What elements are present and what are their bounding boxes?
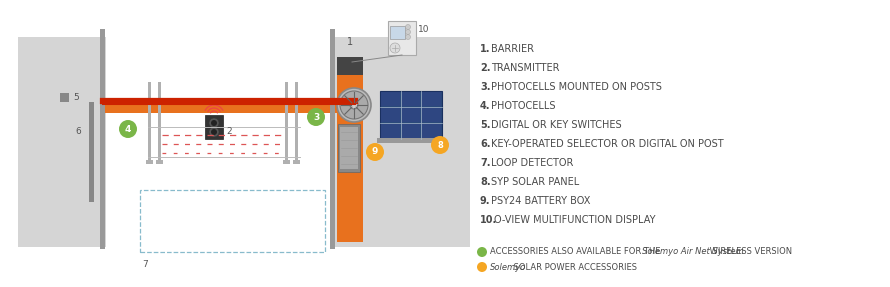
Circle shape — [340, 91, 368, 119]
Bar — [293, 160, 300, 164]
Bar — [330, 37, 470, 247]
Bar — [158, 82, 161, 162]
Circle shape — [431, 136, 449, 154]
Text: 9: 9 — [372, 148, 378, 156]
Text: Solemyo Air Net System: Solemyo Air Net System — [643, 247, 744, 257]
Text: 6.: 6. — [480, 139, 490, 149]
Bar — [148, 82, 151, 162]
Text: 10.: 10. — [480, 215, 498, 225]
Text: 2.: 2. — [480, 63, 490, 73]
Bar — [100, 96, 105, 114]
Text: PHOTOCELLS: PHOTOCELLS — [491, 101, 555, 111]
Circle shape — [477, 262, 487, 272]
Bar — [337, 57, 363, 75]
Circle shape — [209, 118, 219, 128]
Bar — [140, 190, 325, 252]
Bar — [423, 108, 441, 122]
Bar — [401, 92, 420, 106]
Text: 6: 6 — [75, 127, 81, 137]
Text: 8.: 8. — [480, 177, 490, 187]
Circle shape — [209, 127, 219, 137]
Circle shape — [307, 108, 325, 126]
Bar — [285, 82, 288, 162]
Text: PHOTOCELLS MOUNTED ON POSTS: PHOTOCELLS MOUNTED ON POSTS — [491, 82, 662, 92]
Bar — [283, 160, 290, 164]
Bar — [381, 92, 400, 106]
Circle shape — [337, 88, 371, 122]
Text: Solemyo: Solemyo — [490, 263, 526, 272]
Text: 4: 4 — [125, 125, 131, 133]
Circle shape — [211, 129, 217, 135]
Text: PSY24 BATTERY BOX: PSY24 BATTERY BOX — [491, 196, 590, 206]
Bar — [340, 127, 358, 169]
Text: 8: 8 — [437, 141, 443, 150]
Bar — [390, 26, 405, 39]
Text: 7: 7 — [142, 260, 148, 269]
Bar — [423, 124, 441, 138]
Circle shape — [406, 24, 410, 30]
Bar — [146, 160, 153, 164]
Text: 5: 5 — [73, 94, 78, 102]
Text: 10: 10 — [418, 24, 430, 34]
Text: DIGITAL OR KEY SWITCHES: DIGITAL OR KEY SWITCHES — [491, 120, 621, 130]
Text: ACCESSORIES ALSO AVAILABLE FOR THE: ACCESSORIES ALSO AVAILABLE FOR THE — [490, 247, 663, 257]
Circle shape — [406, 34, 410, 40]
Bar — [103, 103, 355, 113]
Text: TRANSMITTER: TRANSMITTER — [491, 63, 560, 73]
Text: O-VIEW MULTIFUNCTION DISPLAY: O-VIEW MULTIFUNCTION DISPLAY — [494, 215, 656, 225]
Text: 3: 3 — [313, 113, 320, 121]
Bar — [337, 57, 363, 242]
Text: SOLAR POWER ACCESSORIES: SOLAR POWER ACCESSORIES — [511, 263, 636, 272]
Circle shape — [406, 30, 410, 34]
Bar — [388, 21, 416, 55]
Circle shape — [350, 101, 358, 109]
Text: SYP SOLAR PANEL: SYP SOLAR PANEL — [491, 177, 579, 187]
Text: 1: 1 — [347, 37, 353, 47]
Bar — [330, 29, 335, 249]
Text: 7.: 7. — [480, 158, 490, 168]
Bar — [380, 91, 442, 139]
Circle shape — [477, 247, 487, 257]
Bar — [156, 160, 163, 164]
Bar — [377, 138, 445, 143]
Bar — [205, 115, 223, 139]
Bar — [100, 29, 105, 249]
Bar — [338, 124, 360, 172]
Circle shape — [390, 43, 400, 53]
Bar — [18, 37, 106, 247]
Text: 9.: 9. — [480, 196, 490, 206]
Text: LOOP DETECTOR: LOOP DETECTOR — [491, 158, 573, 168]
Text: 3.: 3. — [480, 82, 490, 92]
Bar — [89, 102, 94, 202]
Circle shape — [211, 120, 217, 126]
Text: 5.: 5. — [480, 120, 490, 130]
Text: BARRIER: BARRIER — [491, 44, 534, 54]
Bar — [423, 92, 441, 106]
Bar — [381, 124, 400, 138]
Bar — [381, 108, 400, 122]
Bar — [295, 82, 298, 162]
Text: WIRELESS VERSION: WIRELESS VERSION — [708, 247, 792, 257]
Text: 2: 2 — [226, 127, 231, 135]
Text: 1.: 1. — [480, 44, 490, 54]
Bar — [401, 124, 420, 138]
Text: KEY-OPERATED SELECTOR OR DIGITAL ON POST: KEY-OPERATED SELECTOR OR DIGITAL ON POST — [491, 139, 724, 149]
Text: 4.: 4. — [480, 101, 490, 111]
Bar — [60, 93, 69, 102]
Circle shape — [119, 120, 137, 138]
Circle shape — [366, 143, 384, 161]
Bar — [401, 108, 420, 122]
